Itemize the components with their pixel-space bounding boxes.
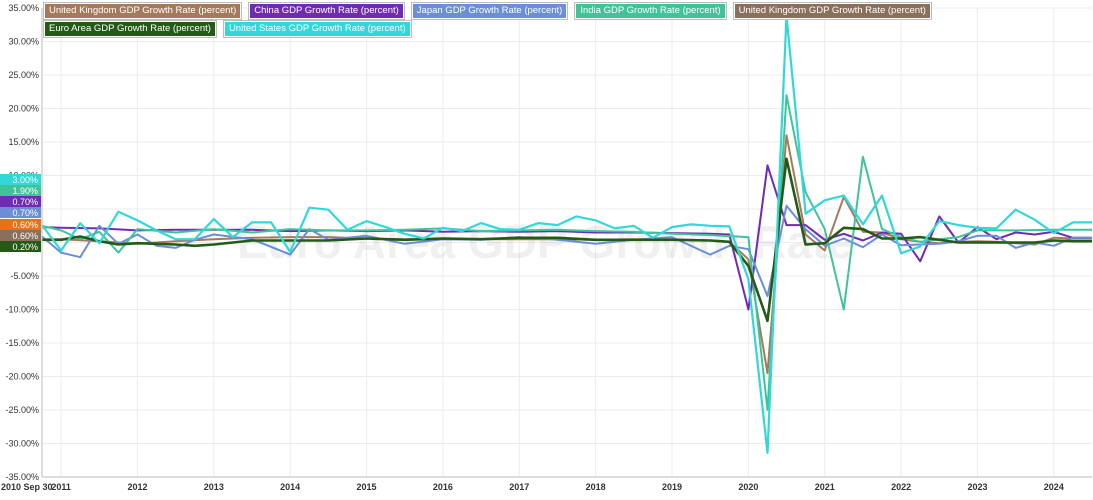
x-tick-label: 2018 [586,482,606,492]
y-tick-label: 20.00% [8,104,39,114]
legend: United Kingdom GDP Growth Rate (percent)… [44,3,1084,37]
y-tick-label: 25.00% [8,70,39,80]
end-label-box [0,241,41,252]
end-label-text: 0.70% [12,197,38,207]
x-tick-label: 2022 [891,482,911,492]
legend-item[interactable]: United Kingdom GDP Growth Rate (percent) [733,3,931,19]
end-label-text: 0.70% [12,208,38,218]
y-tick-label: -25.00% [5,405,39,415]
x-tick-label: 2023 [967,482,987,492]
y-tick-label: -5.00% [10,271,39,281]
x-start-label: 2010 Sep 30 [1,482,53,492]
y-tick-label: 15.00% [8,137,39,147]
end-label-box [0,174,41,185]
x-tick-label: 2016 [433,482,453,492]
series-lines [41,14,1092,454]
x-tick-label: 2024 [1044,482,1064,492]
y-tick-label: -35.00% [5,472,39,482]
legend-item[interactable]: United Kingdom GDP Growth Rate (percent) [44,3,242,19]
end-value-labels: 3.00%1.90%0.70%0.70%0.60%0.60%0.20% [0,174,41,252]
axes: 35.00%30.00%25.00%20.00%15.00%10.00%5.00… [1,3,1092,492]
x-tick-label: 2021 [815,482,835,492]
x-tick-label: 2017 [509,482,529,492]
series-line [42,157,1092,323]
legend-item[interactable]: Euro Area GDP Growth Rate (percent) [44,21,216,37]
legend-item[interactable]: United States GDP Growth Rate (percent) [223,21,411,37]
y-tick-label: -20.00% [5,372,39,382]
y-tick-label: -15.00% [5,338,39,348]
end-label-text: 0.60% [12,231,38,241]
x-tick-label: 2011 [51,482,71,492]
end-label-box [0,219,41,230]
series-line [41,94,1092,411]
end-label-text: 3.00% [12,175,38,185]
x-tick-label: 2019 [662,482,682,492]
x-tick-label: 2012 [127,482,147,492]
series-line [41,14,1092,454]
end-label-text: 1.90% [12,186,38,196]
end-label-box [0,230,41,241]
end-label-box [0,196,41,207]
legend-item[interactable]: Japan GDP Growth Rate (percent) [411,3,568,19]
x-tick-label: 2013 [204,482,224,492]
y-tick-label: 35.00% [8,3,39,13]
y-tick-label: 30.00% [8,37,39,47]
end-label-box [0,207,41,218]
end-label-box [0,185,41,196]
x-tick-label: 2014 [280,482,300,492]
legend-item[interactable]: China GDP Growth Rate (percent) [249,3,404,19]
end-label-text: 0.20% [12,242,38,252]
legend-item[interactable]: India GDP Growth Rate (percent) [575,3,726,19]
end-label-text: 0.60% [12,220,38,230]
y-tick-label: -30.00% [5,439,39,449]
x-tick-label: 2020 [738,482,758,492]
y-tick-label: -10.00% [5,305,39,315]
x-tick-label: 2015 [357,482,377,492]
